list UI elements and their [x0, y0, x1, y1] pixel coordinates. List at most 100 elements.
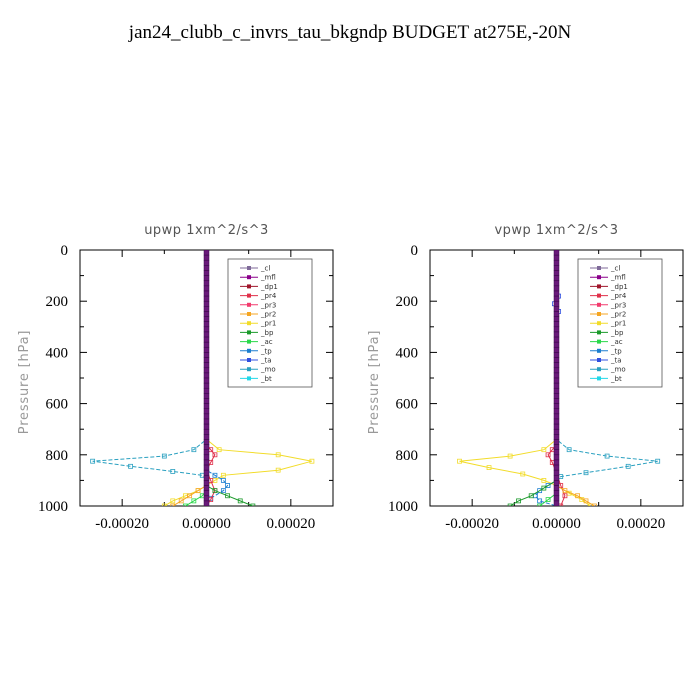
legend-label: _ac: [260, 338, 273, 346]
y-tick-label: 600: [396, 397, 419, 413]
legend-label: _tp: [610, 347, 622, 355]
zero-line-marker: [553, 485, 560, 491]
series-line-ac: [185, 250, 207, 506]
zero-line-marker: [553, 382, 560, 389]
legend-swatch-marker: [247, 348, 251, 353]
series-point-pr2: [583, 498, 589, 504]
zero-line-marker: [553, 444, 560, 450]
zero-line-marker: [203, 469, 210, 476]
panel-1: upwp 1xm^2/s^3 Pressure [hPa] 0 200 400 600 80…: [17, 223, 334, 532]
zero-line-marker: [553, 295, 560, 302]
y-axis-label: Pressure [hPa]: [367, 330, 382, 434]
zero-line-marker: [553, 475, 560, 481]
legend-swatch-marker: [247, 275, 251, 280]
zero-line-marker: [553, 347, 560, 353]
legend-item: _dp1: [590, 283, 628, 291]
zero-line-marker: [203, 413, 210, 420]
series-point-pr1: [275, 452, 281, 458]
zero-line-marker: [553, 280, 560, 287]
legend-swatch-marker: [247, 339, 251, 344]
zero-line-marker: [203, 331, 210, 338]
zero-line-marker: [553, 398, 560, 404]
zero-line-marker: [203, 439, 210, 445]
zero-line-marker: [553, 372, 560, 379]
legend-item: _pr4: [590, 292, 627, 300]
series-point-tp: [220, 488, 226, 494]
legend-item: _ac: [590, 338, 623, 346]
legend-label: _pr2: [260, 311, 276, 319]
legend-item: _ta: [240, 357, 272, 365]
zero-line-marker: [203, 347, 210, 353]
x-tick-label: -0.00020: [445, 516, 499, 532]
zero-line-marker: [203, 301, 210, 307]
zero-line-marker: [203, 393, 210, 399]
zero-line-marker: [203, 382, 210, 389]
legend-label: _pr3: [610, 301, 626, 309]
zero-line-marker: [553, 418, 560, 425]
legend-item: _mfl: [590, 274, 626, 282]
zero-line-marker: [553, 403, 560, 409]
zero-line-marker: [203, 403, 210, 409]
zero-line-marker: [203, 290, 210, 297]
zero-line-marker: [553, 316, 560, 322]
series-point-tp: [537, 498, 543, 504]
series-point-mo: [604, 453, 610, 459]
series-point-tp: [212, 472, 218, 478]
series-point-ac: [183, 503, 188, 506]
series-point-pr1: [275, 467, 281, 473]
legend-swatch-marker: [247, 266, 251, 270]
legend-label: _pr4: [260, 292, 277, 300]
zero-line-marker: [203, 377, 210, 384]
legend-swatch-marker: [597, 275, 601, 280]
zero-line-marker: [203, 398, 210, 404]
series-point-ac: [545, 497, 551, 503]
zero-line-marker: [203, 480, 210, 486]
zero-line-marker: [553, 250, 560, 256]
series-point-ac: [191, 498, 197, 504]
zero-line-marker: [203, 449, 210, 455]
series-point-pr2: [562, 488, 568, 494]
zero-line-marker: [553, 290, 560, 297]
legend-swatch-marker: [597, 293, 601, 298]
legend-label: _bt: [610, 375, 622, 383]
legend-swatch-marker: [597, 330, 601, 335]
series-point-bp: [516, 498, 521, 504]
x-tick-label: 0.00020: [266, 516, 315, 532]
zero-line-marker: [203, 306, 210, 312]
legend-swatch-marker: [597, 284, 601, 289]
legend-label: _cl: [260, 265, 270, 273]
legend-item: _pr4: [240, 292, 277, 300]
zero-line-marker: [203, 418, 210, 425]
legend-label: _dp1: [260, 283, 278, 291]
y-tick-label: 200: [396, 294, 419, 310]
series-point-pr2: [170, 503, 176, 506]
series-line-pr1: [459, 250, 591, 506]
series-point-pr2: [195, 488, 201, 494]
series-point-pr1: [309, 458, 315, 464]
zero-line-marker: [553, 454, 560, 461]
legend-swatch-marker: [247, 330, 251, 335]
series-point-pr4: [212, 452, 218, 458]
zero-line-marker: [203, 254, 210, 261]
legend-swatch-marker: [597, 358, 601, 362]
series-point-mo: [655, 458, 661, 464]
legend-label: _tp: [260, 347, 272, 355]
legend-swatch-marker: [247, 302, 251, 307]
series-line-bp: [509, 250, 557, 506]
zero-line-marker: [553, 265, 560, 271]
series-point-mo: [161, 453, 167, 459]
series-point-pr1: [541, 477, 547, 483]
series-line-pr1: [164, 250, 313, 506]
zero-line-marker: [553, 326, 560, 333]
legend: _cl_mfl_dp1_pr4_pr3_pr2_pr1_bp_ac_tp_ta_…: [227, 258, 313, 388]
series-point-ac: [537, 503, 543, 506]
legend-item: _tp: [590, 347, 622, 355]
zero-line-marker: [553, 352, 560, 358]
zero-line-marker: [553, 377, 560, 384]
legend-label: _ta: [610, 357, 622, 365]
y-tick-label: 1000: [38, 499, 68, 515]
legend-item: _mfl: [240, 274, 276, 282]
series-point-bp: [507, 503, 513, 506]
series-point-tp: [545, 483, 551, 488]
legend-label: _mo: [260, 366, 276, 374]
